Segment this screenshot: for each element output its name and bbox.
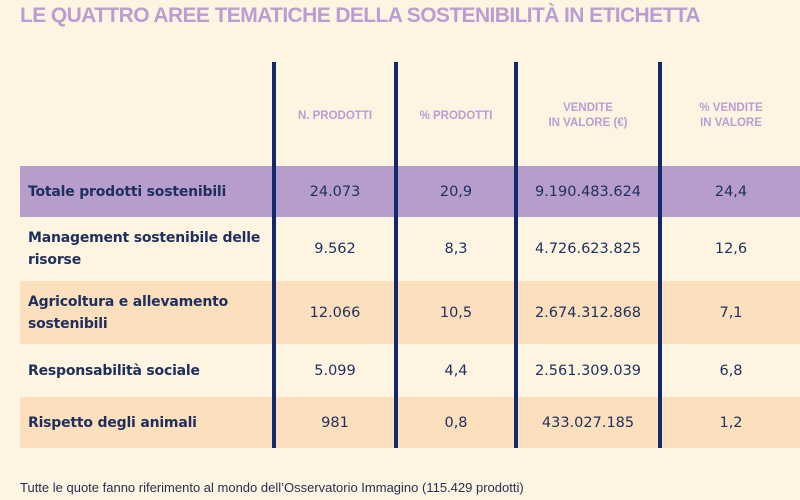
- cell-pct-prodotti: 10,5: [439, 304, 473, 321]
- table-row: Agricoltura e allevamento sostenibili 12…: [20, 281, 800, 344]
- table-row: Responsabilità sociale 5.099 4,4 2.561.3…: [20, 344, 800, 397]
- footnote: Tutte le quote fanno riferimento al mond…: [20, 480, 524, 495]
- cell-n-prodotti: 981: [321, 414, 349, 431]
- row-label: Management sostenibile delle risorse: [28, 230, 261, 268]
- column-divider: [272, 62, 276, 448]
- cell-pct-vendite-valore: 24,4: [714, 183, 748, 200]
- cell-pct-prodotti: 4,4: [444, 362, 468, 379]
- cell-pct-vendite-valore: 6,8: [719, 362, 743, 379]
- cell-n-prodotti: 9.562: [314, 241, 356, 257]
- cell-pct-vendite-valore: 1,2: [719, 414, 743, 431]
- column-header-pct-vendite-valore: % VENDITE IN VALORE: [699, 102, 763, 129]
- row-label: Agricoltura e allevamento sostenibili: [28, 293, 229, 332]
- table-row: Rispetto degli animali 981 0,8 433.027.1…: [20, 397, 800, 448]
- cell-pct-prodotti: 20,9: [439, 183, 473, 200]
- cell-pct-prodotti: 0,8: [444, 414, 468, 431]
- column-header-n-prodotti: N. PRODOTTI: [297, 109, 373, 122]
- row-label: Responsabilità sociale: [28, 362, 200, 379]
- cell-vendite-valore: 433.027.185: [541, 414, 635, 431]
- cell-n-prodotti: 24.073: [309, 183, 361, 200]
- table-row: Management sostenibile delle risorse 9.5…: [20, 217, 800, 281]
- cell-vendite-valore: 2.674.312.868: [534, 304, 642, 321]
- column-header-pct-prodotti: % PRODOTTI: [419, 109, 493, 122]
- cell-n-prodotti: 12.066: [309, 304, 361, 321]
- cell-pct-vendite-valore: 12,6: [714, 241, 748, 257]
- cell-vendite-valore: 9.190.483.624: [534, 183, 642, 200]
- cell-vendite-valore: 2.561.309.039: [534, 362, 642, 379]
- column-divider: [514, 62, 518, 448]
- row-label: Rispetto degli animali: [28, 414, 197, 431]
- cell-n-prodotti: 5.099: [314, 362, 356, 379]
- cell-pct-prodotti: 8,3: [444, 241, 468, 257]
- table-row-total: Totale prodotti sostenibili 24.073 20,9 …: [20, 166, 800, 217]
- column-header-vendite-valore: VENDITE IN VALORE (€): [548, 102, 628, 129]
- page-title: LE QUATTRO AREE TEMATICHE DELLA SOSTENIB…: [20, 4, 701, 27]
- cell-vendite-valore: 4.726.623.825: [534, 241, 642, 257]
- cell-pct-vendite-valore: 7,1: [719, 304, 743, 321]
- row-label: Totale prodotti sostenibili: [28, 183, 227, 200]
- column-divider: [658, 62, 662, 448]
- column-divider: [394, 62, 398, 448]
